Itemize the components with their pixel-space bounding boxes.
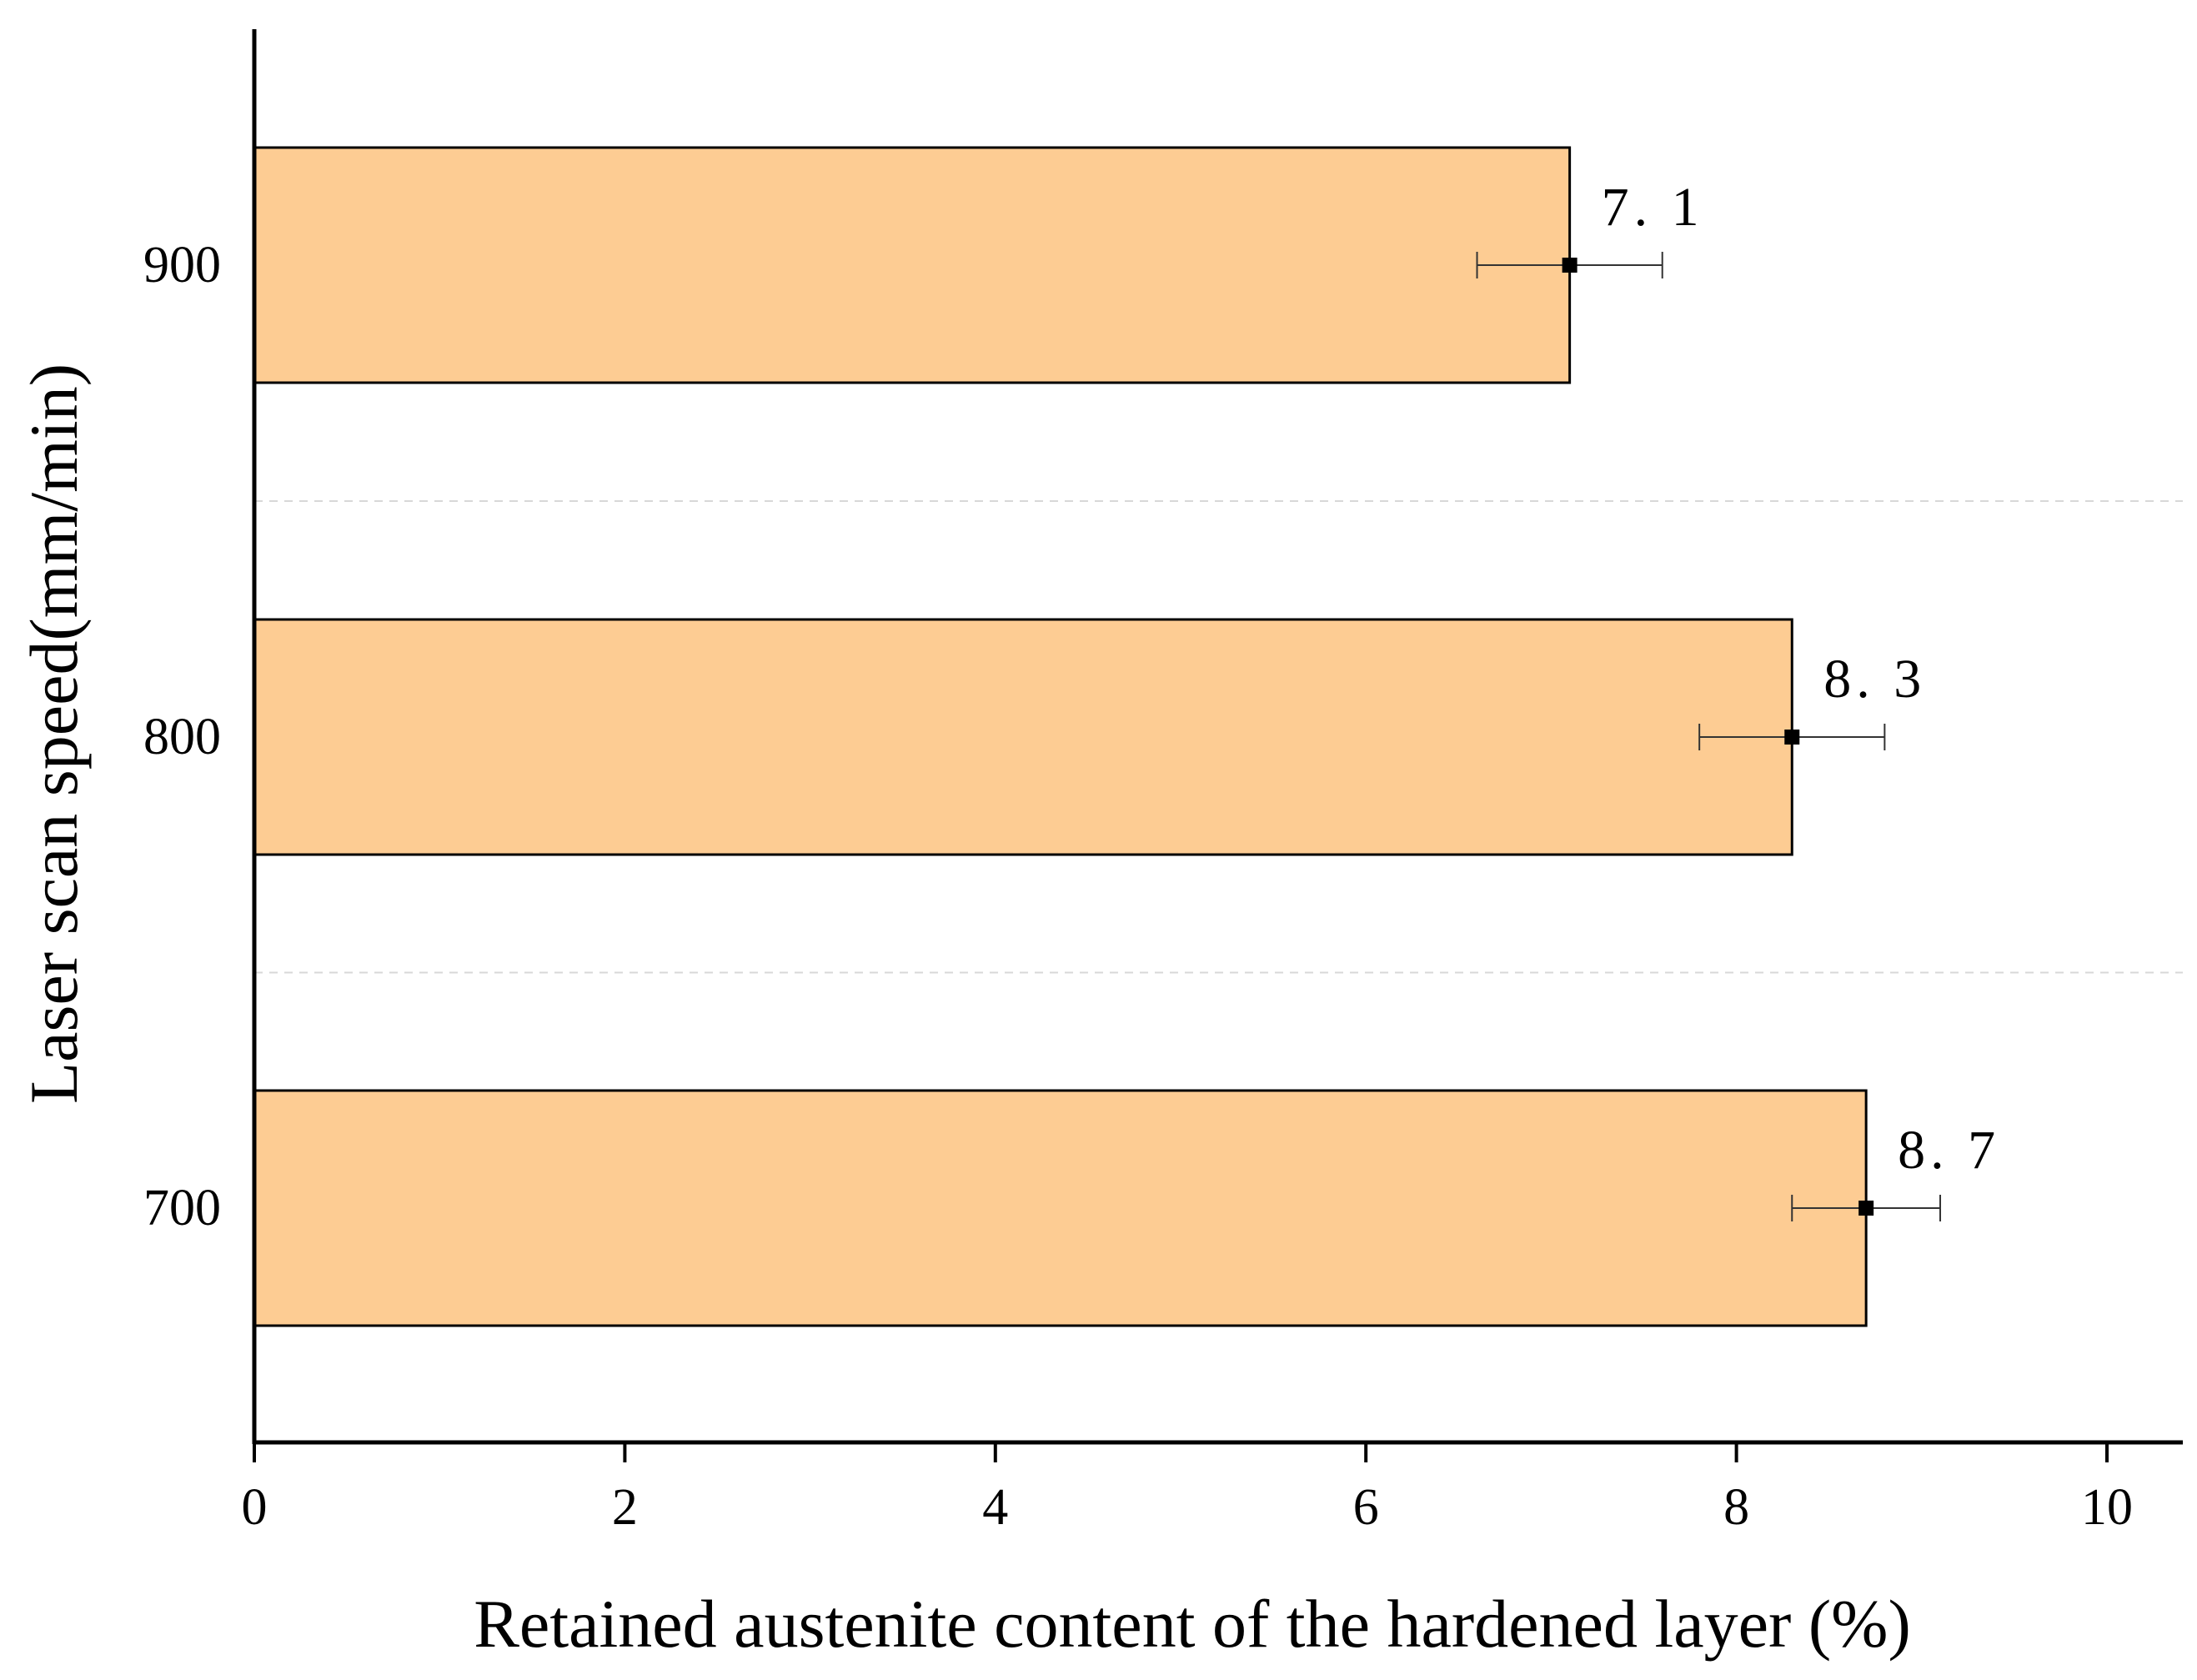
axes [252, 29, 2183, 1462]
y-tick-labels: 700 800 900 [143, 237, 221, 1236]
x-tick-label-4: 4 [982, 1479, 1008, 1536]
grid-lines [254, 500, 2183, 974]
data-labels: 8. 7 8. 3 7. 1 [1602, 177, 2000, 1181]
data-label-900: 7. 1 [1602, 177, 1704, 238]
bars [253, 146, 1942, 1327]
x-tick-label-10: 10 [2081, 1479, 2133, 1536]
bar-900 [253, 146, 1572, 384]
y-tick-label-700: 700 [143, 1180, 221, 1236]
data-label-700: 8. 7 [1898, 1120, 2000, 1181]
bar-800 [253, 618, 1793, 856]
data-label-800: 8. 3 [1823, 649, 1926, 710]
x-tick-label-6: 6 [1353, 1479, 1379, 1536]
mean-marker-700 [1858, 1201, 1874, 1216]
y-tick-label-900: 900 [143, 237, 221, 293]
y-axis-title: Laser scan speed(mm/min) [16, 364, 92, 1104]
y-tick-label-800: 800 [143, 709, 221, 765]
mean-marker-900 [1562, 258, 1578, 273]
x-axis-title: Retained austenite content of the harden… [474, 1586, 1911, 1662]
bar-700 [253, 1089, 1868, 1327]
x-tick-label-8: 8 [1723, 1479, 1749, 1536]
x-tick-label-2: 2 [612, 1479, 638, 1536]
x-tick-label-0: 0 [242, 1479, 268, 1536]
mean-marker-800 [1784, 730, 1800, 745]
x-tick-labels: 0 2 4 6 8 10 [242, 1479, 2134, 1536]
